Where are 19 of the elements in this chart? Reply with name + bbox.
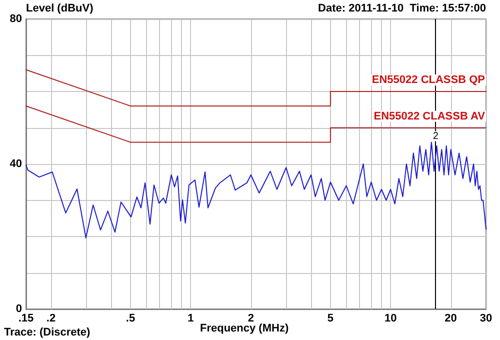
text: Date: 2011-11-10 Time: 15:57:00 <box>318 2 486 14</box>
y-tick-label: 0 <box>16 303 22 315</box>
annotation: 2 <box>432 130 439 142</box>
text: Trace: (Discrete) <box>4 326 91 338</box>
x-tick-label: 5 <box>327 312 334 324</box>
series-label: EN55022 CLASSB QP <box>372 74 485 86</box>
x-tick-label: .2 <box>46 312 56 324</box>
x-tick-label: 30 <box>480 312 492 324</box>
x-tick-label: 10 <box>384 312 397 324</box>
x-tick-label: 1 <box>188 312 194 324</box>
x-tick-label: .5 <box>126 312 136 324</box>
x-tick-label: 2 <box>248 312 254 324</box>
y-tick-label: 80 <box>10 13 22 25</box>
x-tick-label: 20 <box>444 312 457 324</box>
series-label: EN55022 CLASSB AV <box>374 110 486 122</box>
x-axis-title: Frequency (MHz) <box>200 322 289 334</box>
y-tick-label: 40 <box>10 158 22 170</box>
y-axis-title: Level (dBuV) <box>26 2 94 14</box>
x-tick-label: .15 <box>18 312 34 324</box>
